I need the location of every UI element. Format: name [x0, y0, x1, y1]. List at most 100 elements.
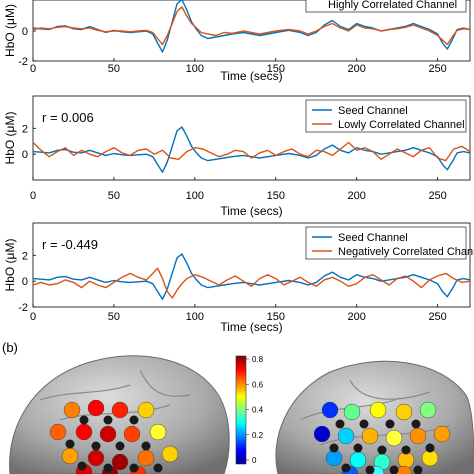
x-axis-label: Time (secs): [220, 69, 282, 83]
channel-dot: [433, 425, 451, 443]
channel-dot: [137, 449, 155, 467]
y-tick-label: -2: [18, 302, 28, 314]
series-line-seed: [32, 126, 471, 173]
optode-dot: [91, 441, 101, 451]
y-axis-label: HbO (μM): [3, 112, 17, 165]
y-tick-label: 0: [22, 276, 28, 288]
x-tick-label: 250: [428, 190, 446, 202]
optode-dot: [365, 465, 375, 474]
channel-dot: [87, 449, 105, 467]
channel-dot: [137, 401, 155, 419]
x-tick-label: 100: [186, 190, 204, 202]
legend-entry: Seed Channel: [338, 232, 408, 244]
correlation-label: r = -0.449: [42, 237, 98, 252]
legend-entry: Negatively Correlated Channel: [338, 246, 474, 258]
optode-dot: [79, 415, 89, 425]
optode-dot: [359, 419, 369, 429]
x-tick-label: 250: [428, 63, 446, 75]
series-line-seed: [32, 253, 471, 300]
optode-dot: [413, 465, 423, 474]
optode-dot: [153, 463, 163, 473]
legend-box: [305, 0, 467, 13]
x-tick-label: 150: [267, 190, 285, 202]
y-axis-label: HbO (μM): [3, 4, 17, 57]
colorbar-bar: [235, 355, 247, 465]
channel-dot: [313, 425, 331, 443]
x-tick-label: 50: [108, 190, 120, 202]
y-tick-label: 2: [22, 250, 28, 262]
legend-box: [305, 99, 467, 133]
x-tick-label: 50: [108, 311, 120, 323]
optode-dot: [389, 465, 399, 474]
channel-dot: [161, 445, 179, 463]
legend-entry: Highly Correlated Channel: [328, 0, 457, 11]
panel-b-label: (b): [2, 340, 18, 355]
legend: Highly Correlated Channel: [305, 0, 467, 13]
colorbar-tick-label: 0.6: [252, 380, 264, 389]
channel-dot: [87, 399, 105, 417]
optode-dot: [115, 441, 125, 451]
optode-dot: [401, 445, 411, 455]
y-tick-label: -2: [18, 56, 28, 68]
colorbar-tick-label: 0.8: [252, 355, 264, 364]
colorbar-tick-label: 0.4: [252, 406, 264, 415]
optode-dot: [353, 443, 363, 453]
colorbar-tick-label: 0: [252, 456, 257, 465]
colorbar-ticks: 0.8 0.6 0.4 0.2 0: [246, 355, 264, 465]
legend-box: [305, 226, 467, 260]
channel-dot: [419, 401, 437, 419]
optode-dot: [141, 441, 151, 451]
channel-dot: [409, 427, 427, 445]
channel-dot: [361, 427, 379, 445]
optode-dot: [129, 463, 139, 473]
channel-dots-left: [49, 399, 179, 474]
channel-dot: [99, 425, 117, 443]
line-chart-2: 0 50 100 150 200 250 2 0 Time (secs) HbO (μM) r = …: [3, 95, 471, 218]
series-line-other: [32, 267, 471, 299]
legend-entry: Seed Channel: [338, 105, 408, 117]
colorbar: 0.8 0.6 0.4 0.2 0: [235, 355, 264, 465]
channel-dot: [395, 465, 413, 474]
legend-entry: Lowly Correlated Channel: [338, 119, 465, 131]
channel-dot: [337, 427, 355, 445]
x-tick-label: 150: [267, 63, 285, 75]
x-tick-label: 150: [267, 311, 285, 323]
colorbar-tick-label: 0.2: [252, 431, 264, 440]
series-line-other: [32, 6, 471, 46]
x-tick-label: 0: [30, 190, 36, 202]
x-tick-label: 0: [30, 63, 36, 75]
channel-dots-right: [313, 401, 451, 474]
x-tick-label: 50: [108, 63, 120, 75]
channel-dot: [149, 423, 167, 441]
correlation-label: r = 0.006: [42, 110, 94, 125]
channel-dot: [395, 403, 413, 421]
y-tick-label: 2: [22, 123, 28, 135]
y-tick-label: 0: [22, 149, 28, 161]
y-axis-label: HbO (μM): [3, 239, 17, 292]
channel-dot: [385, 429, 403, 447]
x-tick-label: 100: [186, 63, 204, 75]
optode-dot: [377, 445, 387, 455]
x-tick-label: 250: [428, 311, 446, 323]
optode-dot: [335, 419, 345, 429]
channel-dot: [111, 453, 129, 471]
x-tick-label: 200: [348, 311, 366, 323]
optode-dot: [329, 443, 339, 453]
optode-dot: [129, 415, 139, 425]
channel-dot: [61, 447, 79, 465]
x-axis-label: Time (secs): [220, 204, 282, 218]
optode-dot: [341, 463, 351, 473]
x-tick-label: 0: [30, 311, 36, 323]
channel-dot: [123, 425, 141, 443]
channel-dot: [349, 451, 367, 469]
optode-dot: [77, 461, 87, 471]
optode-dot: [103, 415, 113, 425]
x-axis-label: Time (secs): [220, 320, 282, 334]
channel-dot: [111, 401, 129, 419]
x-tick-label: 200: [348, 190, 366, 202]
channel-dot: [369, 401, 387, 419]
